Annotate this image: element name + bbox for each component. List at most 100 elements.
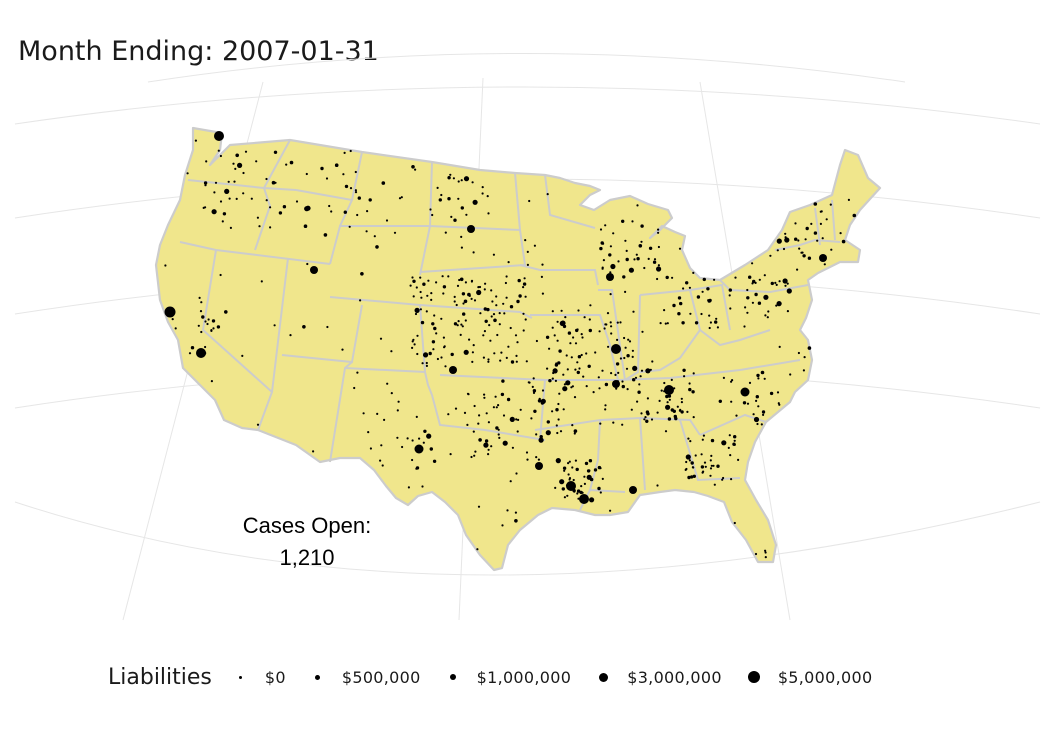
case-point: [559, 430, 563, 433]
case-point: [656, 484, 659, 487]
case-point: [447, 275, 450, 278]
case-point: [356, 213, 359, 217]
case-point: [701, 290, 704, 293]
case-point: [786, 282, 789, 285]
case-point: [419, 290, 422, 294]
case-point: [731, 379, 734, 382]
case-point: [556, 339, 559, 342]
case-point: [498, 436, 501, 439]
case-point: [758, 278, 761, 281]
case-point: [433, 314, 436, 317]
case-point: [196, 348, 206, 358]
case-point: [673, 414, 677, 419]
case-point: [487, 448, 490, 451]
case-point: [722, 476, 725, 480]
case-point: [574, 368, 577, 371]
case-point: [495, 304, 498, 307]
case-point: [509, 305, 514, 309]
case-point: [721, 478, 724, 481]
case-point: [546, 420, 550, 424]
case-point: [537, 458, 541, 461]
legend-label: $500,000: [341, 667, 421, 687]
case-point: [442, 336, 445, 339]
case-point: [660, 389, 663, 392]
case-point: [250, 197, 253, 200]
case-point: [232, 162, 235, 165]
case-point: [482, 334, 485, 337]
graticule-parallel: [147, 53, 906, 83]
case-point: [533, 244, 537, 247]
case-point: [619, 321, 622, 324]
case-point: [585, 352, 588, 355]
case-point: [396, 409, 399, 412]
case-point: [472, 344, 475, 347]
case-point: [710, 454, 713, 457]
case-point: [694, 454, 697, 457]
case-point: [567, 462, 570, 465]
case-point: [769, 391, 774, 396]
case-point: [610, 325, 613, 328]
case-point: [599, 467, 602, 470]
case-point: [776, 391, 780, 394]
case-point: [740, 387, 750, 397]
case-point: [541, 292, 545, 295]
case-point: [763, 274, 766, 277]
case-point: [233, 180, 236, 183]
case-point: [431, 340, 436, 344]
case-point: [441, 275, 444, 278]
case-point: [681, 321, 685, 325]
case-point: [730, 380, 733, 383]
case-point: [449, 453, 452, 456]
case-point: [604, 224, 607, 227]
case-point: [497, 433, 500, 436]
case-point: [797, 239, 800, 242]
case-point: [852, 213, 857, 218]
state-border: [351, 151, 363, 201]
case-point: [716, 464, 720, 468]
case-point: [224, 188, 230, 194]
case-point: [174, 327, 177, 330]
case-point: [621, 380, 624, 383]
case-point: [207, 318, 210, 321]
case-point: [440, 193, 443, 197]
case-point: [804, 238, 807, 241]
case-point: [497, 404, 500, 407]
case-point: [577, 309, 580, 312]
case-point: [265, 199, 268, 202]
case-point: [646, 397, 650, 400]
case-point: [381, 464, 384, 467]
state-border: [689, 283, 731, 331]
case-point: [663, 381, 666, 385]
case-point: [617, 260, 620, 263]
case-point: [198, 296, 201, 299]
case-point: [516, 430, 519, 433]
case-point: [798, 247, 801, 250]
case-point: [541, 263, 544, 266]
case-point: [762, 413, 765, 416]
case-point: [200, 330, 203, 334]
case-point: [459, 333, 462, 336]
case-point: [659, 322, 662, 325]
case-point: [825, 218, 828, 221]
case-point: [625, 249, 628, 252]
case-point: [601, 477, 604, 480]
case-point: [748, 275, 752, 279]
case-point: [776, 301, 782, 307]
case-point: [757, 377, 760, 380]
case-point: [546, 367, 549, 370]
case-point: [629, 486, 637, 494]
case-point: [483, 442, 489, 448]
case-point: [411, 340, 414, 343]
case-point: [303, 224, 308, 228]
case-point: [598, 387, 601, 390]
case-point: [710, 438, 715, 443]
case-point: [646, 412, 650, 416]
case-point: [468, 338, 471, 341]
case-point: [221, 220, 224, 223]
case-point: [535, 339, 539, 343]
legend-title: Liabilities: [108, 664, 212, 690]
case-point: [444, 231, 447, 234]
case-point: [522, 286, 525, 289]
case-point: [712, 464, 715, 467]
case-point: [574, 459, 578, 462]
